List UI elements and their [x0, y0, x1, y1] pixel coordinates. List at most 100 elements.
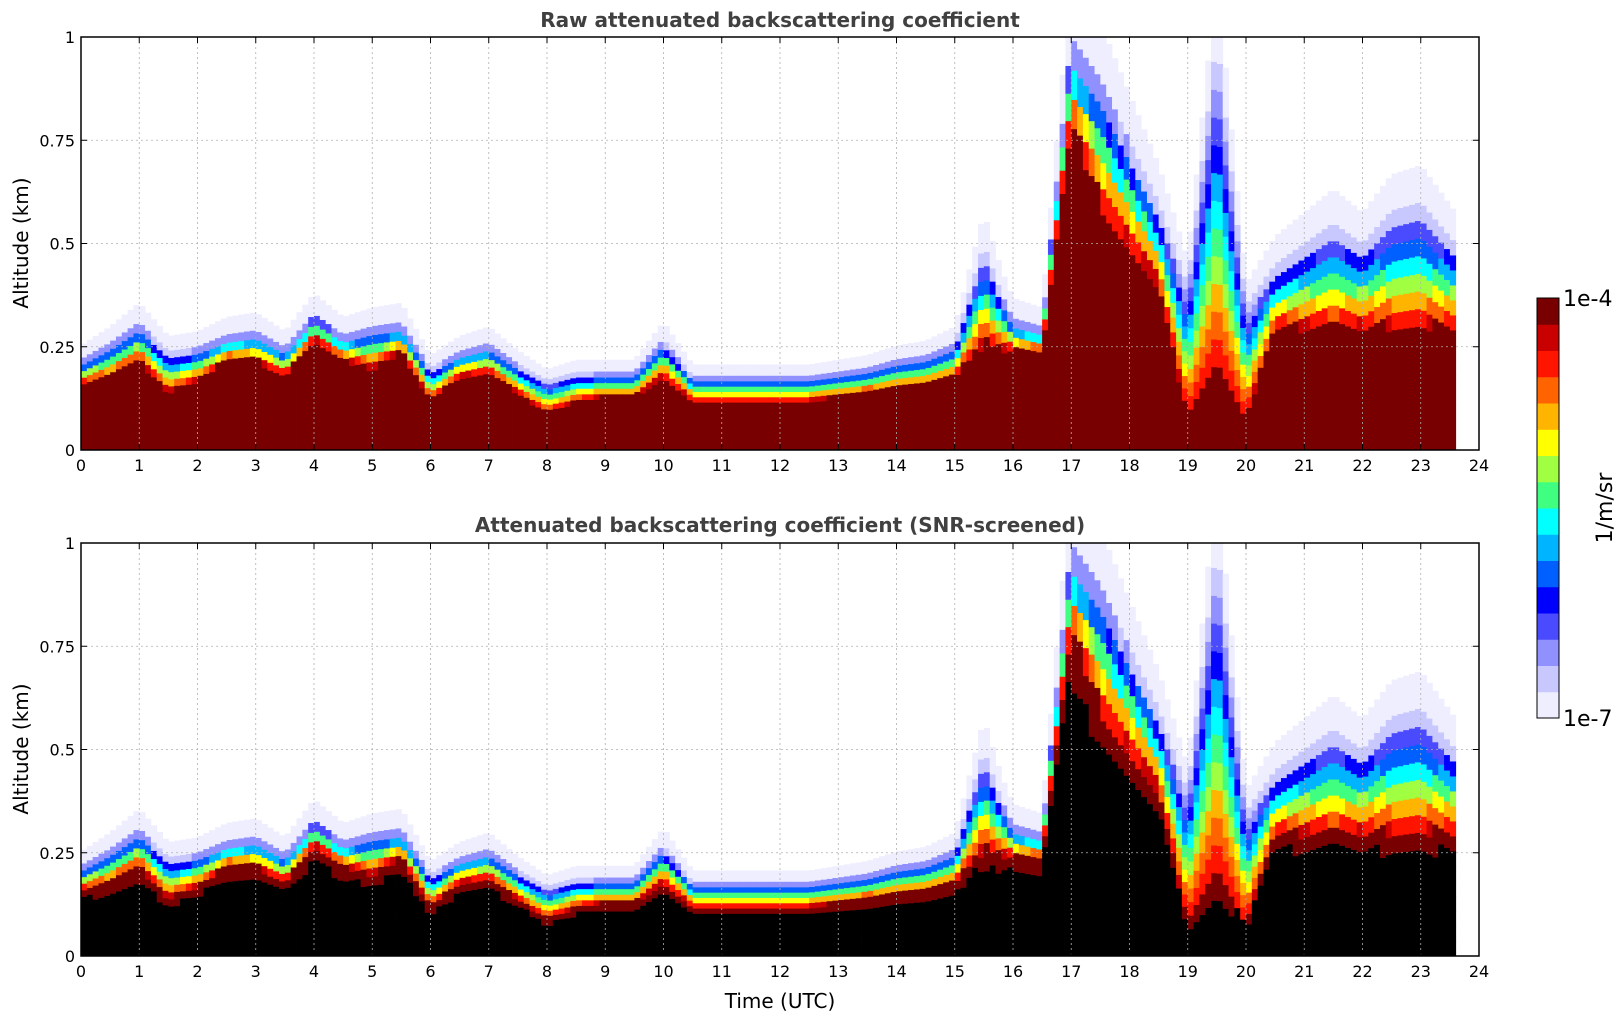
heatmap-cell: [337, 441, 344, 450]
heatmap-cell: [651, 370, 659, 378]
heatmap-cell: [581, 421, 589, 428]
heatmap-cell: [1315, 295, 1323, 312]
heatmap-cell: [459, 906, 466, 914]
heatmap-cell: [220, 417, 228, 426]
heatmap-cell: [1146, 259, 1154, 280]
heatmap-cell: [1420, 223, 1427, 241]
heatmap-cell: [86, 921, 94, 930]
heatmap-cell: [238, 913, 245, 923]
heatmap-cell: [803, 386, 810, 392]
heatmap-cell: [354, 836, 361, 846]
heatmap-cell: [494, 421, 501, 429]
heatmap-cell: [931, 428, 938, 437]
heatmap-halo: [1018, 300, 1026, 321]
heatmap-cell: [185, 413, 193, 422]
heatmap-cell: [523, 926, 530, 934]
heatmap-halo: [296, 312, 303, 331]
heatmap-cell: [500, 436, 507, 444]
heatmap-cell: [1298, 274, 1305, 290]
heatmap-cell: [488, 352, 495, 361]
heatmap-cell: [331, 336, 338, 346]
heatmap-halo: [1444, 200, 1451, 234]
heatmap-cell: [1001, 385, 1008, 397]
heatmap-cell: [360, 337, 367, 347]
heatmap-cell: [1397, 259, 1404, 278]
heatmap-cell: [383, 324, 391, 334]
heatmap-cell: [81, 936, 88, 944]
heatmap-cell: [1420, 327, 1427, 346]
heatmap-cell: [931, 400, 938, 409]
heatmap-cell: [191, 420, 198, 429]
heatmap-cell: [395, 937, 402, 948]
heatmap-cell: [180, 421, 187, 429]
heatmap-cell: [232, 880, 239, 890]
heatmap-cell: [424, 868, 431, 876]
heatmap-cell: [465, 912, 472, 921]
heatmap-cell: [366, 894, 373, 904]
heatmap-cell: [884, 374, 892, 381]
heatmap-cell: [447, 915, 455, 923]
heatmap-cell: [331, 328, 338, 338]
heatmap-cell: [1112, 109, 1119, 135]
heatmap-cell: [721, 407, 728, 414]
heatmap-cell: [727, 428, 734, 435]
heatmap-cell: [1356, 435, 1363, 450]
heatmap-cell: [104, 865, 111, 874]
heatmap-cell: [162, 384, 169, 393]
heatmap-cell: [1094, 342, 1101, 370]
heatmap-cell: [1047, 329, 1055, 346]
heatmap-halo: [989, 241, 996, 269]
heatmap-cell: [372, 867, 379, 877]
heatmap-cell: [890, 379, 897, 387]
heatmap-cell: [273, 388, 280, 397]
heatmap-cell: [209, 948, 216, 956]
heatmap-cell: [319, 422, 327, 432]
heatmap-cell: [296, 390, 303, 400]
heatmap-cell: [81, 889, 88, 897]
heatmap-cell: [180, 890, 187, 899]
heatmap-cell: [1135, 304, 1142, 326]
heatmap-halo: [1298, 214, 1305, 246]
heatmap-cell: [220, 400, 228, 410]
heatmap-cell: [145, 415, 152, 425]
heatmap-halo: [413, 328, 420, 345]
heatmap-cell: [220, 392, 228, 402]
heatmap-cell: [704, 428, 711, 435]
heatmap-cell: [983, 308, 991, 323]
heatmap-cell: [1117, 145, 1125, 169]
heatmap-cell: [418, 353, 426, 362]
heatmap-cell: [459, 407, 466, 415]
heatmap-cell: [267, 924, 274, 933]
heatmap-cell: [337, 913, 344, 923]
heatmap-cell: [756, 407, 763, 414]
heatmap-cell: [710, 396, 717, 403]
heatmap-cell: [302, 440, 309, 450]
heatmap-cell: [372, 902, 379, 912]
heatmap-cell: [1164, 290, 1171, 308]
heatmap-cell: [436, 387, 443, 395]
heatmap-cell: [698, 380, 705, 387]
heatmap-cell: [1350, 313, 1358, 329]
heatmap-cell: [931, 365, 938, 373]
heatmap-cell: [1187, 260, 1194, 274]
heatmap-cell: [319, 863, 327, 873]
heatmap-cell: [1240, 278, 1247, 292]
heatmap-cell: [185, 406, 193, 414]
heatmap-cell: [768, 391, 775, 398]
heatmap-cell: [442, 930, 449, 937]
heatmap-cell: [115, 858, 123, 868]
heatmap-cell: [593, 927, 600, 934]
heatmap-cell: [267, 860, 274, 869]
heatmap-cell: [180, 934, 187, 942]
heatmap-cell: [174, 927, 181, 935]
heatmap-cell: [931, 386, 938, 394]
heatmap-cell: [896, 371, 903, 379]
heatmap-cell: [354, 853, 361, 863]
heatmap-cell: [535, 428, 542, 435]
heatmap-cell: [983, 251, 991, 267]
heatmap-cell: [925, 408, 932, 417]
heatmap-cell: [197, 941, 204, 949]
heatmap-cell: [133, 423, 140, 433]
heatmap-cell: [978, 351, 985, 367]
heatmap-cell: [308, 364, 315, 375]
